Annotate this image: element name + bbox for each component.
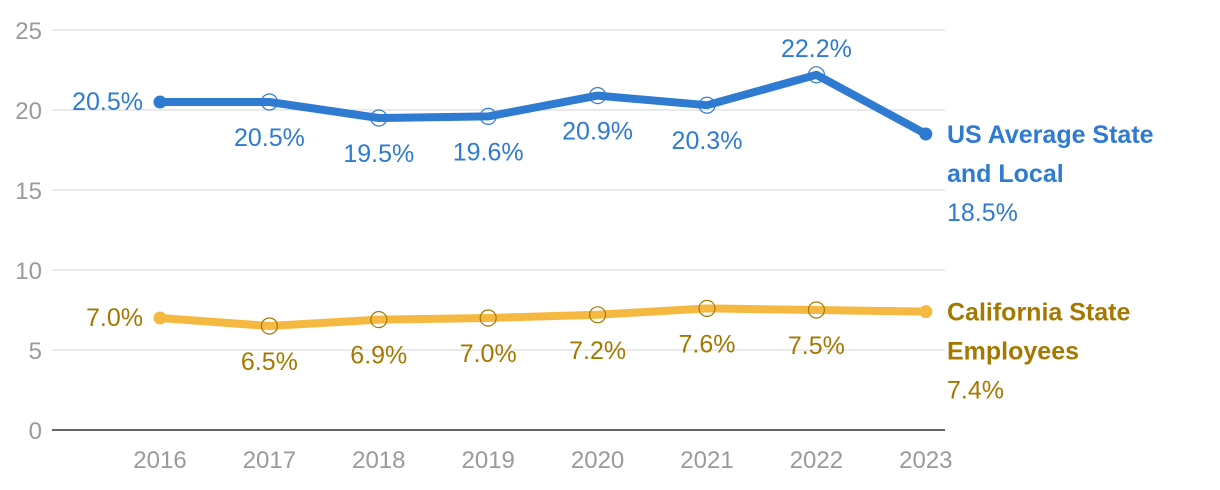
data-label: 6.9% <box>350 342 407 370</box>
data-label: 19.5% <box>343 140 414 168</box>
series-name-label: US Average State <box>947 121 1154 149</box>
data-label: 20.5% <box>234 124 305 152</box>
data-label: 20.9% <box>562 118 633 146</box>
data-label: 7.0% <box>460 340 517 368</box>
data-label: 20.5% <box>72 88 143 116</box>
series-end-value: 18.5% <box>947 199 1018 227</box>
data-label: 7.5% <box>788 332 845 360</box>
x-tick-label: 2019 <box>462 447 515 474</box>
x-tick-label: 2018 <box>352 447 405 474</box>
data-point <box>588 306 607 324</box>
grid-lines <box>52 29 945 351</box>
y-tick-label: 5 <box>29 338 42 365</box>
data-point <box>698 96 716 114</box>
data-point <box>919 305 933 319</box>
data-point <box>807 301 826 319</box>
series-name-label: and Local <box>947 160 1064 188</box>
x-tick-label: 2022 <box>790 447 843 474</box>
data-point <box>260 317 278 335</box>
x-tick-label: 2016 <box>133 447 186 474</box>
y-axis: 0 5 10 15 20 25 <box>15 18 42 445</box>
data-point <box>153 95 167 109</box>
series-1: 20.5% 20.5% 19.5% 19.6% 20.9% 20.3% 22.2% US Av… <box>72 35 1154 227</box>
data-label: 19.6% <box>453 138 524 166</box>
data-point <box>153 311 167 325</box>
series-name-label: Employees <box>947 338 1079 366</box>
x-tick-label: 2017 <box>243 447 296 474</box>
data-label: 7.2% <box>569 337 626 365</box>
data-point <box>807 66 826 84</box>
data-point <box>479 107 497 126</box>
data-point <box>479 309 497 327</box>
series-end-value: 7.4% <box>947 377 1004 405</box>
x-axis: 2016 2017 2018 2019 2020 2021 2022 2023 <box>52 429 952 474</box>
x-tick-label: 2021 <box>680 447 733 474</box>
data-point <box>698 299 716 317</box>
data-point <box>370 311 388 329</box>
series-line <box>156 70 930 138</box>
series-name-label: California State <box>947 299 1130 327</box>
y-tick-label: 10 <box>15 258 42 285</box>
series-layer: 20.5% 20.5% 19.5% 19.6% 20.9% 20.3% 22.2% US Av… <box>72 35 1154 405</box>
y-tick-label: 20 <box>15 98 42 125</box>
data-point <box>370 109 388 127</box>
data-label: 7.6% <box>679 330 736 358</box>
x-tick-label: 2023 <box>899 447 952 474</box>
x-tick-label: 2020 <box>571 447 624 474</box>
data-label: 22.2% <box>781 35 852 63</box>
y-tick-label: 25 <box>15 18 42 45</box>
data-point <box>260 93 278 111</box>
data-label: 7.0% <box>86 304 143 332</box>
series-line <box>156 304 930 330</box>
data-label: 6.5% <box>241 348 298 376</box>
y-tick-label: 0 <box>29 418 42 445</box>
series-2: 7.0% 6.5% 6.9% 7.0% 7.2% 7.6% 7.5% California S… <box>86 299 1130 405</box>
y-tick-label: 15 <box>15 178 42 205</box>
data-label: 20.3% <box>672 127 743 155</box>
data-point <box>919 127 933 141</box>
data-point <box>588 86 607 105</box>
